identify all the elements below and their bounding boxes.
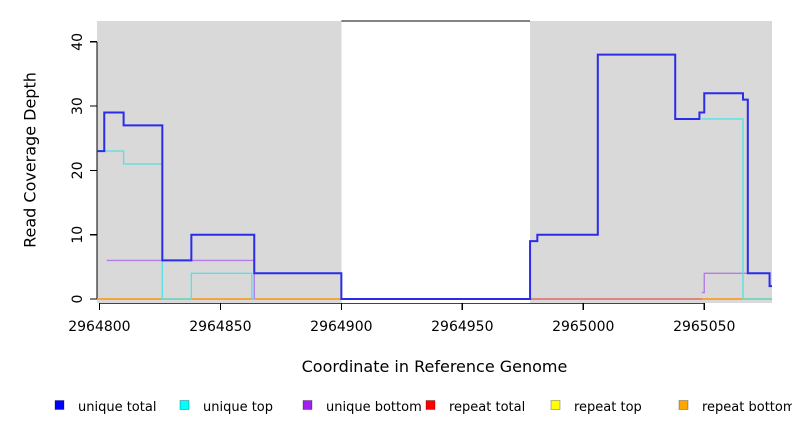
legend-swatch-repeat-top <box>550 400 561 410</box>
legend-label-unique-top: unique top <box>203 400 273 415</box>
x-tick-label: 2964850 <box>189 319 251 335</box>
y-tick-label: 40 <box>70 33 86 51</box>
legend-label-repeat-top: repeat top <box>574 400 642 415</box>
y-tick-label: 30 <box>70 97 86 115</box>
shaded-region <box>530 21 772 303</box>
legend-label-repeat-bottom: repeat bottom <box>702 400 792 415</box>
series-unique-top <box>97 150 255 300</box>
x-tick-label: 2965050 <box>673 319 735 335</box>
shaded-region <box>97 21 342 303</box>
x-tick-label: 2965000 <box>552 319 614 335</box>
x-tick-label: 2964950 <box>431 319 493 335</box>
legend-swatch-repeat-bottom <box>678 400 689 410</box>
legend-swatch-unique-total <box>54 400 65 410</box>
y-axis-title: Read Coverage Depth <box>20 72 40 248</box>
legend-swatch-unique-top <box>179 400 190 410</box>
series-unique-top <box>701 118 772 300</box>
legend-label-unique-total: unique total <box>78 400 156 415</box>
legend-swatch-unique-bottom <box>302 400 313 410</box>
x-tick-label: 2964800 <box>68 319 130 335</box>
legend-swatch-repeat-total <box>425 400 436 410</box>
legend-label-repeat-total: repeat total <box>449 400 525 415</box>
y-tick-label: 0 <box>70 295 86 304</box>
y-tick-label: 20 <box>70 161 86 179</box>
x-axis-title: Coordinate in Reference Genome <box>301 357 568 376</box>
legend-label-unique-bottom: unique bottom <box>326 400 422 415</box>
y-tick-label: 10 <box>70 226 86 244</box>
series-unique-total <box>97 53 772 300</box>
x-tick-label: 2964900 <box>310 319 372 335</box>
